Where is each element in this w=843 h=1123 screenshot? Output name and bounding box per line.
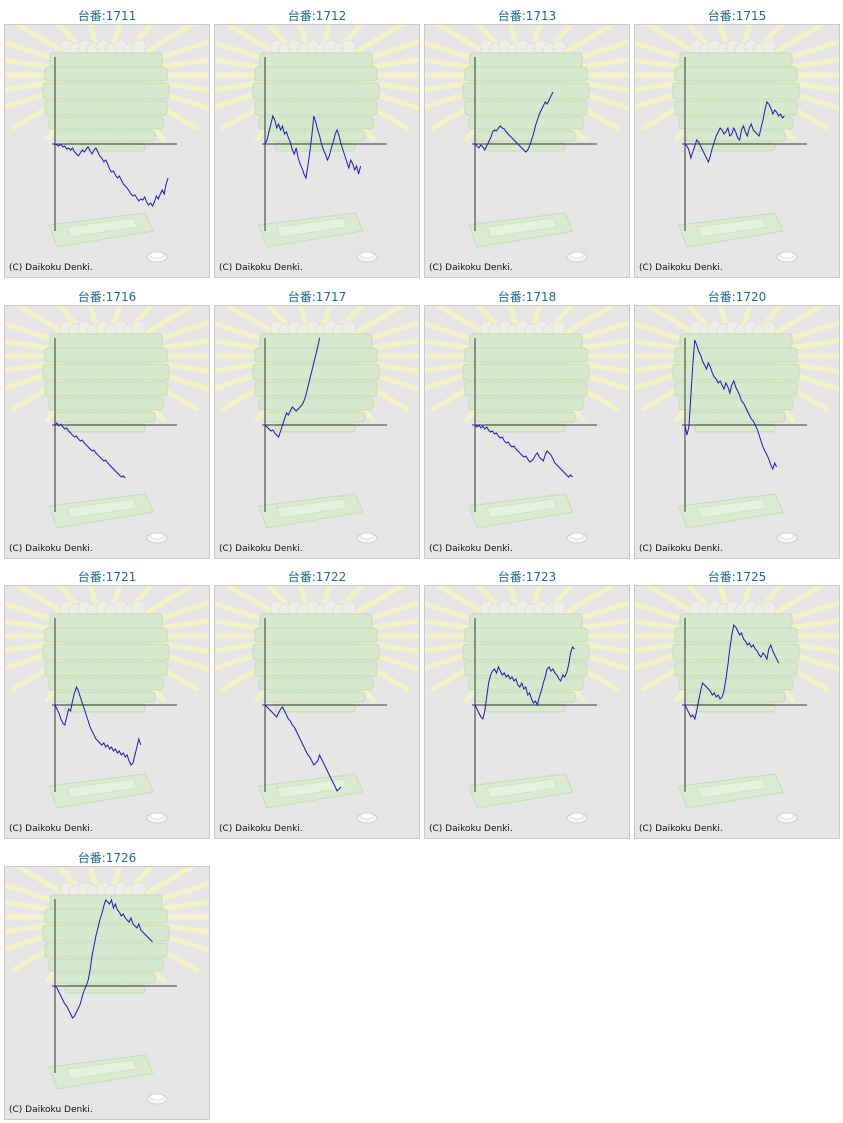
chart-frame: (C) Daikoku Denki. — [4, 304, 210, 559]
line-chart — [5, 25, 209, 263]
copyright-text: (C) Daikoku Denki. — [429, 543, 513, 554]
machine-number-label[interactable]: 台番:1720 — [707, 289, 767, 304]
copyright-text: (C) Daikoku Denki. — [9, 543, 93, 554]
machine-panel: 台番:1718 (C) Daikoku Denki. — [424, 285, 630, 561]
copyright-text: (C) Daikoku Denki. — [639, 543, 723, 554]
machine-number-label[interactable]: 台番:1721 — [77, 570, 137, 584]
line-chart — [635, 305, 839, 543]
series-line — [684, 339, 778, 470]
series-line — [474, 91, 554, 153]
machine-panel: 台番:1723 (C) Daikoku Denki. — [424, 565, 630, 841]
chart-frame: (C) Daikoku Denki. — [634, 24, 840, 278]
series-line — [54, 685, 142, 766]
line-chart — [635, 586, 839, 824]
line-chart — [425, 305, 629, 543]
chart-frame: (C) Daikoku Denki. — [424, 304, 630, 559]
copyright-text: (C) Daikoku Denki. — [429, 263, 513, 273]
machine-number-label[interactable]: 台番:1711 — [77, 9, 137, 23]
series-line — [684, 623, 780, 721]
machine-number-label[interactable]: 台番:1713 — [497, 9, 557, 23]
machine-illustration — [425, 305, 629, 543]
chart-frame: (C) Daikoku Denki. — [634, 585, 840, 839]
series-line — [54, 898, 153, 1019]
machine-panel: 台番:1726 (C) Daikoku Denki. — [4, 846, 210, 1122]
copyright-text: (C) Daikoku Denki. — [639, 263, 723, 273]
machine-panel: 台番:1725 (C) Daikoku Denki. — [634, 565, 840, 841]
series-line — [264, 337, 321, 438]
machine-panel: 台番:1722 (C) Daikoku Denki. — [214, 565, 420, 841]
machine-number-label[interactable]: 台番:1723 — [497, 570, 557, 584]
machine-illustration — [635, 586, 839, 824]
machine-number-label[interactable]: 台番:1717 — [287, 289, 347, 304]
copyright-text: (C) Daikoku Denki. — [639, 824, 723, 834]
machine-illustration — [5, 586, 209, 824]
line-chart — [635, 25, 839, 263]
machine-panel: 台番:1716 (C) Daikoku Denki. — [4, 285, 210, 561]
machine-panel: 台番:1713 (C) Daikoku Denki. — [424, 4, 630, 280]
machine-panel: 台番:1711 (C) Daikoku Denki. — [4, 4, 210, 280]
copyright-text: (C) Daikoku Denki. — [9, 263, 93, 273]
line-chart — [425, 586, 629, 824]
line-chart — [5, 586, 209, 824]
machine-illustration — [635, 25, 839, 263]
machine-illustration — [425, 586, 629, 824]
series-line — [474, 646, 575, 721]
chart-frame: (C) Daikoku Denki. — [4, 865, 210, 1120]
chart-frame: (C) Daikoku Denki. — [214, 585, 420, 839]
copyright-text: (C) Daikoku Denki. — [9, 1104, 93, 1115]
chart-frame: (C) Daikoku Denki. — [4, 585, 210, 839]
chart-frame: (C) Daikoku Denki. — [214, 304, 420, 559]
machine-number-label[interactable]: 台番:1726 — [77, 850, 137, 865]
series-line — [54, 421, 126, 478]
machine-number-label[interactable]: 台番:1712 — [287, 9, 347, 23]
copyright-text: (C) Daikoku Denki. — [9, 824, 93, 834]
machine-illustration — [215, 305, 419, 543]
machine-illustration — [5, 866, 209, 1104]
line-chart — [215, 305, 419, 543]
machine-panel: 台番:1720 (C) Daikoku Denki. — [634, 285, 840, 561]
chart-frame: (C) Daikoku Denki. — [214, 24, 420, 278]
machine-panel: 台番:1721 (C) Daikoku Denki. — [4, 565, 210, 841]
line-chart — [215, 25, 419, 263]
series-line — [684, 100, 785, 164]
line-chart — [5, 305, 209, 543]
series-line — [54, 143, 169, 208]
machine-illustration — [5, 25, 209, 263]
machine-number-label[interactable]: 台番:1718 — [497, 289, 557, 304]
copyright-text: (C) Daikoku Denki. — [219, 263, 303, 273]
machine-panel: 台番:1715 (C) Daikoku Denki. — [634, 4, 840, 280]
machine-panel: 台番:1712 (C) Daikoku Denki. — [214, 4, 420, 280]
chart-frame: (C) Daikoku Denki. — [634, 304, 840, 559]
chart-frame: (C) Daikoku Denki. — [424, 585, 630, 839]
machine-number-label[interactable]: 台番:1716 — [77, 289, 137, 304]
machine-illustration — [425, 25, 629, 263]
machine-number-label[interactable]: 台番:1715 — [707, 9, 767, 23]
machine-illustration — [635, 305, 839, 543]
copyright-text: (C) Daikoku Denki. — [429, 824, 513, 834]
machine-panel: 台番:1717 (C) Daikoku Denki. — [214, 285, 420, 561]
copyright-text: (C) Daikoku Denki. — [219, 824, 303, 834]
chart-frame: (C) Daikoku Denki. — [4, 24, 210, 278]
machine-number-label[interactable]: 台番:1722 — [287, 570, 347, 584]
series-line — [264, 114, 362, 180]
machine-illustration — [5, 305, 209, 543]
chart-frame: (C) Daikoku Denki. — [424, 24, 630, 278]
copyright-text: (C) Daikoku Denki. — [219, 543, 303, 554]
line-chart — [425, 25, 629, 263]
machine-number-label[interactable]: 台番:1725 — [707, 570, 767, 584]
line-chart — [5, 866, 209, 1104]
series-line — [264, 704, 342, 792]
line-chart — [215, 586, 419, 824]
series-line — [474, 423, 573, 478]
machine-illustration — [215, 586, 419, 824]
